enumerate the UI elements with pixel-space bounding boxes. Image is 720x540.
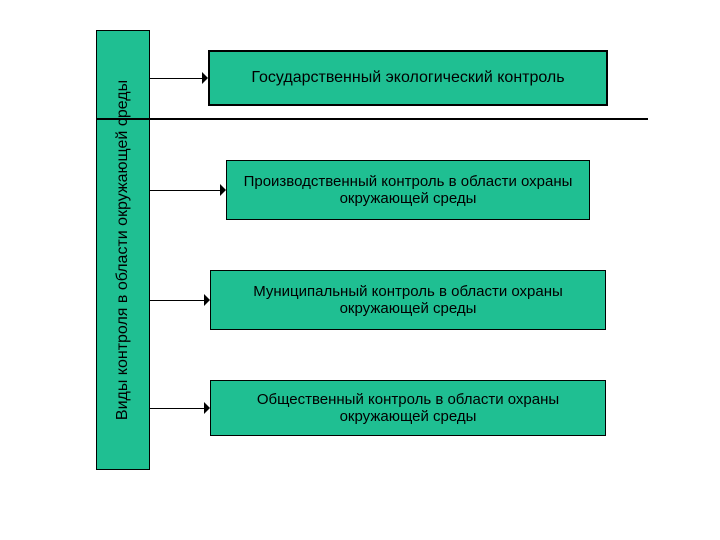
item-label-2: Муниципальный контроль в области охраны … xyxy=(221,283,595,317)
item-box-2: Муниципальный контроль в области охраны … xyxy=(210,270,606,330)
connector-line-2 xyxy=(150,300,204,301)
connector-line-0 xyxy=(150,78,202,79)
item-label-1: Производственный контроль в области охра… xyxy=(237,173,579,207)
main-category-label: Виды контроля в области окружающей среды xyxy=(114,80,132,420)
main-category-box: Виды контроля в области окружающей среды xyxy=(96,30,150,470)
arrowhead-icon-3 xyxy=(204,402,210,414)
horizontal-divider xyxy=(96,118,648,120)
item-box-3: Общественный контроль в области охраны о… xyxy=(210,380,606,436)
connector-line-3 xyxy=(150,408,204,409)
item-box-0: Государственный экологический контроль xyxy=(208,50,608,106)
arrowhead-icon-1 xyxy=(220,184,226,196)
arrowhead-icon-0 xyxy=(202,72,208,84)
connector-line-1 xyxy=(150,190,220,191)
item-box-1: Производственный контроль в области охра… xyxy=(226,160,590,220)
arrowhead-icon-2 xyxy=(204,294,210,306)
item-label-3: Общественный контроль в области охраны о… xyxy=(221,391,595,425)
item-label-0: Государственный экологический контроль xyxy=(251,69,564,87)
